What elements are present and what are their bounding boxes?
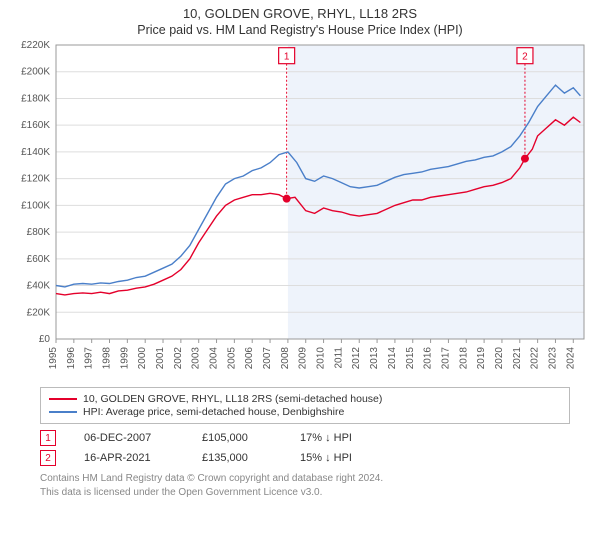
svg-text:2011: 2011 <box>333 347 344 369</box>
svg-text:1: 1 <box>284 51 290 62</box>
svg-text:2021: 2021 <box>512 347 523 370</box>
transactions-table: 1 06-DEC-2007 £105,000 17% ↓ HPI 2 16-APR-202… <box>40 430 570 466</box>
svg-text:£20K: £20K <box>27 307 51 318</box>
svg-text:2019: 2019 <box>476 347 487 370</box>
transaction-date: 06-DEC-2007 <box>84 432 174 444</box>
svg-text:2004: 2004 <box>209 347 220 370</box>
transaction-date: 16-APR-2021 <box>84 452 174 464</box>
svg-text:£180K: £180K <box>21 93 50 104</box>
svg-text:£160K: £160K <box>21 120 50 131</box>
svg-text:1996: 1996 <box>66 347 77 370</box>
legend-swatch <box>49 411 77 413</box>
svg-text:1998: 1998 <box>102 347 113 370</box>
svg-text:2010: 2010 <box>316 347 327 370</box>
svg-text:2009: 2009 <box>298 347 309 370</box>
svg-text:£80K: £80K <box>27 227 51 238</box>
svg-text:2002: 2002 <box>173 347 184 370</box>
legend: 10, GOLDEN GROVE, RHYL, LL18 2RS (semi-d… <box>40 387 570 424</box>
svg-text:£120K: £120K <box>21 174 50 185</box>
svg-text:£0: £0 <box>39 334 51 345</box>
transaction-price: £105,000 <box>202 432 272 444</box>
chart-titles: 10, GOLDEN GROVE, RHYL, LL18 2RS Price p… <box>0 0 600 39</box>
transaction-price: £135,000 <box>202 452 272 464</box>
svg-text:2020: 2020 <box>494 347 505 370</box>
svg-text:2024: 2024 <box>565 347 576 370</box>
legend-label: HPI: Average price, semi-detached house,… <box>83 406 344 418</box>
title-subtitle: Price paid vs. HM Land Registry's House … <box>0 23 600 37</box>
legend-item: HPI: Average price, semi-detached house,… <box>49 406 561 418</box>
legend-item: 10, GOLDEN GROVE, RHYL, LL18 2RS (semi-d… <box>49 393 561 405</box>
svg-text:2008: 2008 <box>280 347 291 370</box>
svg-text:£40K: £40K <box>27 281 51 292</box>
transaction-marker-box: 1 <box>40 430 56 446</box>
svg-text:1999: 1999 <box>119 347 130 370</box>
svg-text:2014: 2014 <box>387 347 398 370</box>
legend-label: 10, GOLDEN GROVE, RHYL, LL18 2RS (semi-d… <box>83 393 382 405</box>
svg-text:2006: 2006 <box>244 347 255 370</box>
svg-text:1997: 1997 <box>84 347 95 370</box>
svg-text:2012: 2012 <box>351 347 362 370</box>
chart-svg: £0 £20K £40K £60K £80K £100K £120K £140K £160K £1… <box>10 39 590 379</box>
svg-text:2: 2 <box>522 51 528 62</box>
svg-text:2007: 2007 <box>262 347 273 370</box>
transaction-marker-box: 2 <box>40 450 56 466</box>
footer-attribution: Contains HM Land Registry data © Crown c… <box>40 472 570 499</box>
svg-text:2022: 2022 <box>530 347 541 370</box>
svg-text:2023: 2023 <box>547 347 558 370</box>
transaction-row: 2 16-APR-2021 £135,000 15% ↓ HPI <box>40 450 570 466</box>
svg-text:2017: 2017 <box>440 347 451 370</box>
svg-text:2016: 2016 <box>423 347 434 370</box>
transaction-row: 1 06-DEC-2007 £105,000 17% ↓ HPI <box>40 430 570 446</box>
svg-text:£200K: £200K <box>21 67 50 78</box>
transaction-hpi-delta: 17% ↓ HPI <box>300 432 380 444</box>
svg-text:2001: 2001 <box>155 347 166 370</box>
svg-text:1995: 1995 <box>48 347 59 370</box>
svg-text:2013: 2013 <box>369 347 380 370</box>
transaction-hpi-delta: 15% ↓ HPI <box>300 452 380 464</box>
svg-text:£60K: £60K <box>27 254 51 265</box>
svg-text:2003: 2003 <box>191 347 202 370</box>
svg-text:2000: 2000 <box>137 347 148 370</box>
svg-text:£220K: £220K <box>21 40 50 51</box>
chart-area: £0 £20K £40K £60K £80K £100K £120K £140K £160K £1… <box>10 39 590 379</box>
title-address: 10, GOLDEN GROVE, RHYL, LL18 2RS <box>0 6 600 21</box>
svg-text:2005: 2005 <box>226 347 237 370</box>
svg-text:2015: 2015 <box>405 347 416 370</box>
svg-text:2018: 2018 <box>458 347 469 370</box>
svg-text:£140K: £140K <box>21 147 50 158</box>
svg-text:£100K: £100K <box>21 200 50 211</box>
footer-line2: This data is licensed under the Open Gov… <box>40 486 570 500</box>
footer-line1: Contains HM Land Registry data © Crown c… <box>40 472 570 486</box>
legend-swatch <box>49 398 77 400</box>
